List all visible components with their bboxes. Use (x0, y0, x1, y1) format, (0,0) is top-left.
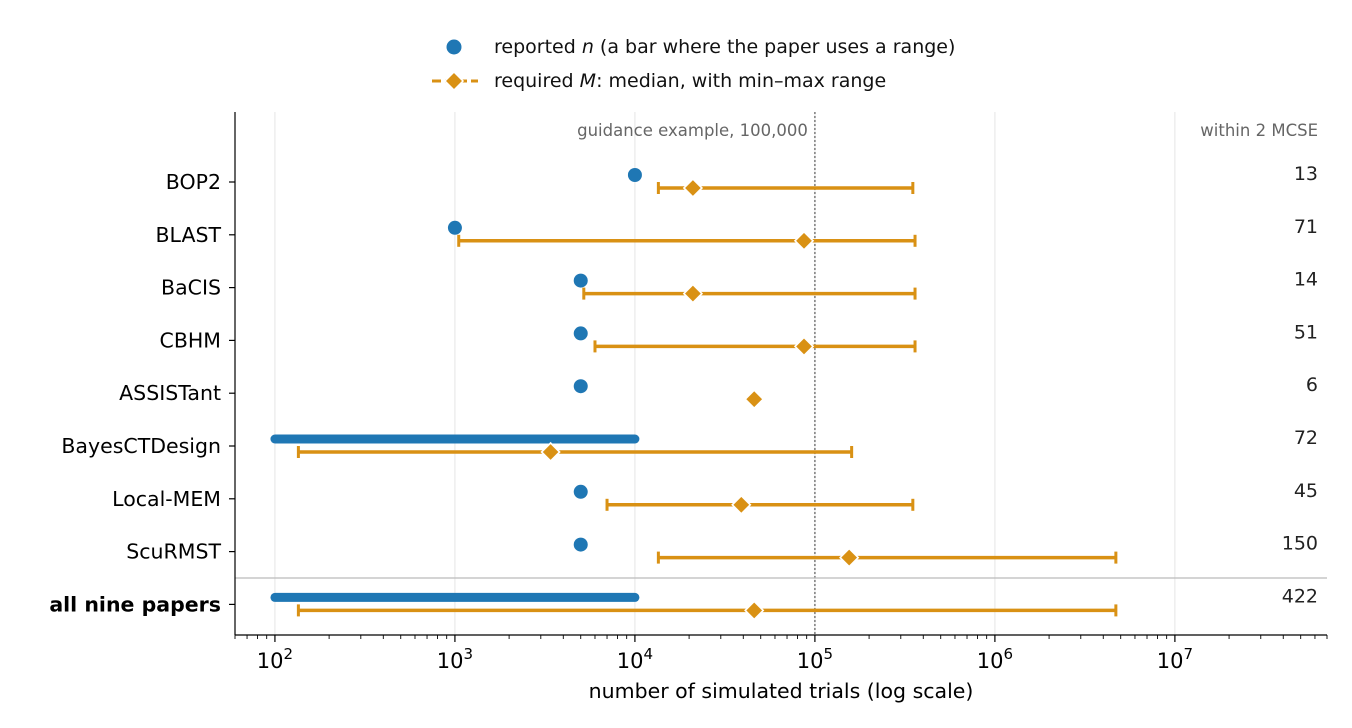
row-count: 51 (1294, 321, 1318, 343)
row-label: BayesCTDesign (61, 434, 221, 458)
row-label: BLAST (155, 223, 221, 247)
legend-diamond-icon (432, 70, 494, 92)
row-count: 14 (1294, 269, 1318, 291)
legend-item-reported: reported n (a bar where the paper uses a… (432, 30, 1052, 64)
row-count: 71 (1294, 216, 1318, 238)
x-tick-label: 107 (1157, 645, 1193, 673)
required-median-point (682, 283, 704, 304)
required-median-point (744, 600, 765, 621)
reported-point (573, 326, 588, 341)
reported-point (627, 168, 642, 182)
row-count: 150 (1282, 533, 1318, 555)
legend-label-reported: reported n (a bar where the paper uses a… (494, 36, 956, 58)
row-count: 72 (1294, 427, 1318, 449)
x-tick-label: 104 (617, 645, 653, 673)
reported-point (573, 379, 588, 394)
marks-layer (270, 168, 1118, 621)
labels-layer: guidance example, 100,000 within 2 MCSE 10… (49, 121, 1318, 703)
required-median-point (682, 177, 704, 199)
row-label: ScuRMST (126, 540, 221, 564)
required-median-point (793, 336, 815, 357)
x-tick-label: 103 (437, 645, 473, 673)
row-label: BOP2 (166, 170, 221, 194)
legend-item-required: required M: median, with min–max range (432, 64, 1052, 98)
required-median-point (744, 389, 765, 410)
row-count: 422 (1282, 585, 1318, 607)
x-axis-label: number of simulated trials (log scale) (589, 679, 974, 703)
legend-dot-icon (432, 37, 494, 57)
x-tick-label: 106 (977, 645, 1013, 673)
reference-line-label: guidance example, 100,000 (577, 121, 808, 140)
row-label: CBHM (160, 328, 221, 352)
reported-point (447, 220, 462, 235)
legend: reported n (a bar where the paper uses a… (432, 30, 1052, 98)
legend-label-required: required M: median, with min–max range (494, 70, 887, 92)
required-median-point (540, 441, 561, 463)
required-median-point (839, 547, 860, 568)
row-label: BaCIS (161, 276, 221, 300)
row-label: all nine papers (49, 592, 221, 616)
grid-layer (274, 112, 1176, 635)
row-label: Local-MEM (112, 487, 221, 511)
row-count: 6 (1306, 374, 1318, 396)
reported-point (573, 537, 588, 552)
row-count: 13 (1294, 163, 1318, 185)
count-column-header: within 2 MCSE (1200, 121, 1318, 140)
reported-point (573, 273, 588, 288)
x-tick-label: 105 (797, 645, 833, 673)
reported-point (573, 484, 588, 499)
x-tick-label: 102 (257, 645, 293, 673)
row-count: 45 (1294, 480, 1318, 502)
required-median-point (793, 230, 815, 251)
axis-layer (229, 112, 1328, 642)
row-label: ASSISTant (119, 381, 221, 405)
required-median-point (731, 494, 752, 515)
